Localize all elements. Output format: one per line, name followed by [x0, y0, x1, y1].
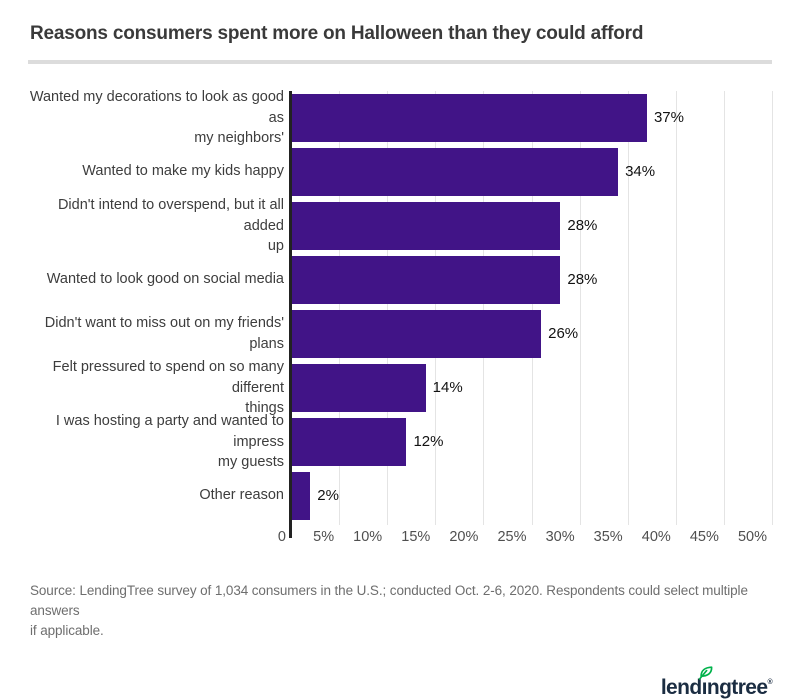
x-axis-tick-label: 40%: [641, 528, 671, 545]
bar-value-label: 37%: [653, 109, 684, 127]
bar: [291, 93, 647, 142]
bar: [291, 363, 426, 412]
bar: [291, 255, 561, 304]
bar: [291, 147, 619, 196]
bar: [291, 201, 561, 250]
bar-value-label: 34%: [625, 163, 656, 181]
x-axis-tick-label: 0: [277, 528, 286, 545]
gridline: [339, 90, 341, 525]
title-divider: [28, 59, 772, 64]
bar-value-label: 26%: [548, 325, 579, 343]
x-axis-tick-label: 50%: [737, 528, 767, 545]
source-note: Source: LendingTree survey of 1,034 cons…: [30, 582, 748, 639]
bar: [291, 471, 311, 520]
x-axis-tick-label: 35%: [593, 528, 623, 545]
trademark-symbol: ®: [767, 679, 772, 687]
gridline: [627, 90, 629, 525]
category-label: Felt pressured to spend on so many diffe…: [52, 359, 284, 416]
bar: [291, 417, 407, 466]
x-axis-tick-label: 5%: [313, 528, 335, 545]
gridline: [579, 90, 581, 525]
x-axis-tick-label: 25%: [497, 528, 527, 545]
bar-chart: Wanted my decorations to look as good as…: [28, 89, 773, 556]
category-label: Didn't intend to overspend, but it all a…: [57, 197, 284, 254]
gridline: [435, 90, 437, 525]
lendingtree-logo: lend ıngtree®: [661, 665, 773, 698]
bar-value-label: 14%: [432, 379, 463, 397]
gridline: [675, 90, 677, 525]
bar-value-label: 12%: [413, 433, 444, 451]
bar-value-label: 28%: [567, 271, 598, 289]
category-label: Didn't want to miss out on my friends' p…: [44, 315, 284, 352]
logo-letter-i: ı: [698, 666, 713, 698]
y-axis-line: [289, 90, 292, 538]
chart-title: Reasons consumers spent more on Hallowee…: [30, 23, 644, 44]
category-label: Wanted to look good on social media: [46, 271, 284, 288]
category-label: Wanted to make my kids happy: [82, 163, 284, 180]
footer: lend ıngtree®: [28, 665, 773, 698]
bar: [291, 309, 542, 358]
leaf-icon: [698, 666, 713, 681]
x-axis-tick-label: 20%: [449, 528, 479, 545]
category-label: Other reason: [199, 487, 284, 504]
x-axis-tick-label: 15%: [401, 528, 431, 545]
gridline: [531, 90, 533, 525]
gridline: [723, 90, 725, 525]
x-axis-tick-label: 10%: [353, 528, 383, 545]
bar-value-label: 28%: [567, 217, 598, 235]
gridline: [483, 90, 485, 525]
category-label: Wanted my decorations to look as good as…: [29, 89, 284, 146]
category-label: I was hosting a party and wanted to impr…: [55, 413, 284, 470]
gridline: [772, 90, 773, 525]
x-axis-tick-label: 30%: [545, 528, 575, 545]
gridline: [387, 90, 389, 525]
x-axis-tick-label: 45%: [689, 528, 719, 545]
bar-value-label: 2%: [317, 487, 339, 505]
